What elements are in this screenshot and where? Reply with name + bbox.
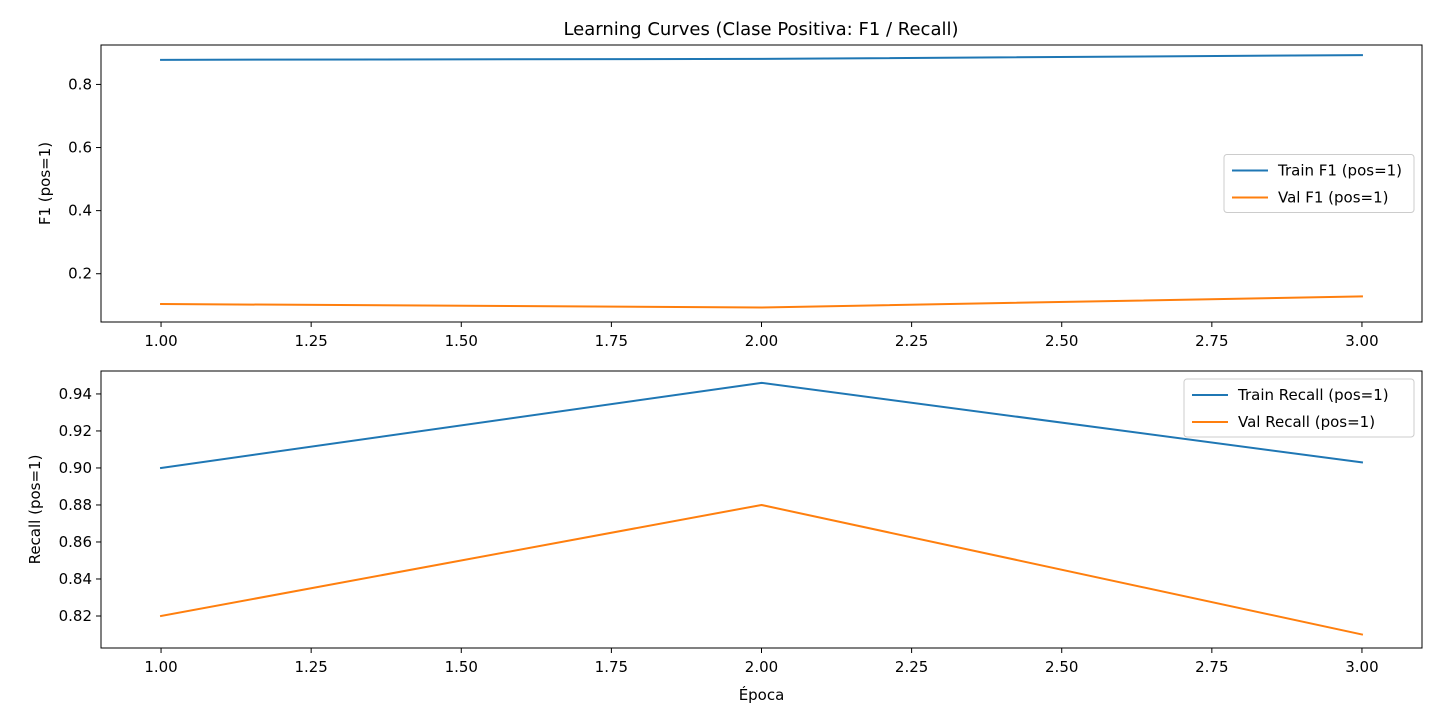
series-line-val (160, 295, 1363, 309)
legend-box (1223, 154, 1415, 213)
y-tick-label: 0.90 (59, 459, 92, 477)
x-tick-label: 2.50 (1045, 658, 1078, 676)
x-tick-label: 2.00 (745, 332, 778, 350)
figure-title: Learning Curves (Clase Positiva: F1 / Re… (563, 19, 958, 40)
y-tick-label: 0.4 (68, 202, 92, 220)
y-tick-label: 0.94 (59, 385, 92, 403)
x-tick-label: 2.75 (1195, 658, 1228, 676)
legend: Train Recall (pos=1) Val Recall (pos=1) (1183, 378, 1415, 438)
y-tick-label: 0.84 (59, 570, 92, 588)
y-tick-label: 0.6 (68, 139, 92, 157)
x-tick-label: 1.25 (294, 332, 327, 350)
x-tick-label: 2.00 (745, 658, 778, 676)
y-tick-label: 0.92 (59, 422, 92, 440)
y-tick-label: 0.8 (68, 75, 92, 93)
x-tick-label: 2.50 (1045, 332, 1078, 350)
x-tick-label: 3.00 (1345, 332, 1378, 350)
x-tick-label: 2.75 (1195, 332, 1228, 350)
y-tick-label: 0.88 (59, 496, 92, 514)
x-tick-label: 1.25 (294, 658, 327, 676)
x-axis-label: Época (739, 685, 785, 704)
y-tick-label: 0.86 (59, 533, 92, 551)
x-tick-label: 2.25 (895, 658, 928, 676)
x-tick-label: 1.75 (595, 658, 628, 676)
y-axis-label: Recall (pos=1) (26, 455, 44, 565)
legend-box (1183, 378, 1415, 438)
legend: Train F1 (pos=1) Val F1 (pos=1) (1223, 154, 1415, 213)
y-tick-label: 0.82 (59, 607, 92, 625)
x-tick-label: 1.00 (144, 658, 177, 676)
legend-entry: Val F1 (pos=1) (1278, 189, 1389, 207)
y-tick-label: 0.2 (68, 265, 92, 283)
legend-entry: Train Recall (pos=1) (1237, 386, 1389, 404)
f1-subplot: 1.00 1.25 1.50 1.75 2.00 2.25 2.50 2.75 3.00 0.2 0… (36, 44, 1423, 350)
x-tick-label: 1.50 (445, 332, 478, 350)
series-line-train (160, 54, 1363, 61)
x-tick-label: 1.00 (144, 332, 177, 350)
legend-entry: Train F1 (pos=1) (1277, 162, 1402, 180)
x-tick-label: 1.50 (445, 658, 478, 676)
legend-entry: Val Recall (pos=1) (1238, 413, 1375, 431)
x-tick-label: 3.00 (1345, 658, 1378, 676)
y-axis-label: F1 (pos=1) (36, 142, 54, 225)
recall-subplot: 1.00 1.25 1.50 1.75 2.00 2.25 2.50 2.75 3.00 0.82… (26, 370, 1423, 704)
x-tick-label: 1.75 (595, 332, 628, 350)
x-tick-label: 2.25 (895, 332, 928, 350)
series-line-val (159, 503, 1364, 636)
series-line-train (159, 381, 1364, 470)
